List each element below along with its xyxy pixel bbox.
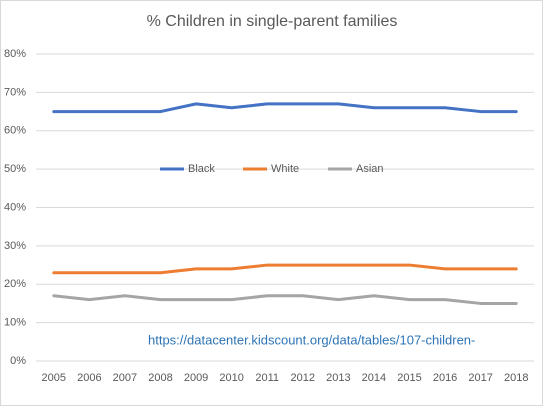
x-tick-label: 2007 <box>113 372 137 384</box>
legend-label: White <box>271 163 299 175</box>
y-tick-label: 50% <box>4 163 26 175</box>
x-tick-label: 2009 <box>184 372 208 384</box>
y-tick-label: 60% <box>4 125 26 137</box>
x-tick-label: 2006 <box>77 372 101 384</box>
legend-label: Black <box>188 163 215 175</box>
y-tick-label: 70% <box>4 86 26 98</box>
chart-title: % Children in single-parent families <box>147 13 398 30</box>
x-tick-label: 2012 <box>291 372 315 384</box>
series-line <box>52 294 518 305</box>
y-tick-label: 40% <box>4 201 26 213</box>
x-tick-label: 2005 <box>42 372 66 384</box>
x-tick-label: 2008 <box>148 372 172 384</box>
y-tick-label: 0% <box>10 355 26 367</box>
y-tick-label: 20% <box>4 278 26 290</box>
legend-label: Asian <box>356 163 384 175</box>
series-line <box>52 263 518 275</box>
y-tick-label: 80% <box>4 48 26 60</box>
y-tick-label: 30% <box>4 240 26 252</box>
series-line <box>52 102 518 114</box>
x-tick-label: 2015 <box>397 372 421 384</box>
y-tick-label: 10% <box>4 317 26 329</box>
x-tick-label: 2018 <box>504 372 528 384</box>
x-tick-label: 2013 <box>326 372 350 384</box>
source-annotation: https://datacenter.kidscount.org/data/ta… <box>148 332 475 347</box>
x-tick-label: 2017 <box>468 372 492 384</box>
x-tick-label: 2016 <box>433 372 457 384</box>
x-tick-label: 2014 <box>362 372 386 384</box>
x-tick-label: 2011 <box>255 372 279 384</box>
x-tick-label: 2010 <box>219 372 243 384</box>
